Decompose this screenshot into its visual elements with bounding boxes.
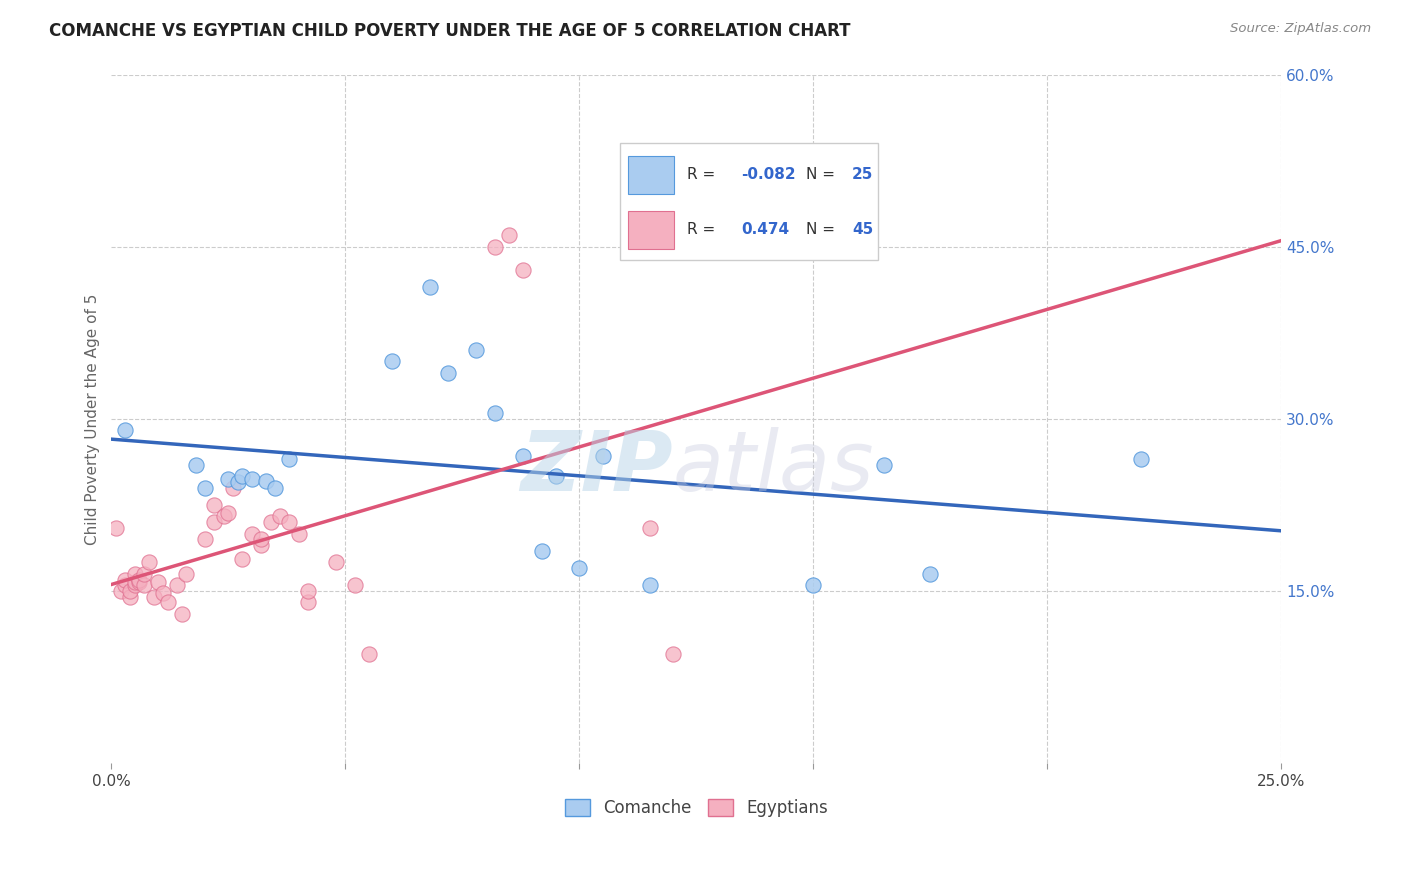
- Point: [287, 526, 309, 541]
- Point: [114, 573, 136, 587]
- Point: [419, 280, 441, 294]
- Point: [128, 574, 150, 589]
- Point: [662, 647, 685, 661]
- Point: [124, 574, 146, 589]
- Legend: Comanche, Egyptians: Comanche, Egyptians: [558, 792, 835, 823]
- Text: atlas: atlas: [673, 426, 875, 508]
- Point: [498, 228, 520, 243]
- Point: [212, 509, 235, 524]
- Point: [278, 452, 301, 467]
- Point: [437, 366, 460, 380]
- Point: [381, 354, 404, 368]
- Point: [240, 526, 263, 541]
- Point: [184, 458, 207, 472]
- Point: [156, 595, 179, 609]
- Point: [259, 515, 281, 529]
- Point: [128, 573, 150, 587]
- Point: [124, 578, 146, 592]
- Point: [872, 458, 894, 472]
- Point: [148, 574, 170, 589]
- Point: [278, 515, 301, 529]
- Point: [325, 555, 347, 569]
- Point: [138, 555, 160, 569]
- Point: [638, 578, 661, 592]
- Text: COMANCHE VS EGYPTIAN CHILD POVERTY UNDER THE AGE OF 5 CORRELATION CHART: COMANCHE VS EGYPTIAN CHILD POVERTY UNDER…: [49, 22, 851, 40]
- Point: [592, 449, 614, 463]
- Point: [512, 262, 534, 277]
- Point: [343, 578, 366, 592]
- Point: [120, 590, 142, 604]
- Y-axis label: Child Poverty Under the Age of 5: Child Poverty Under the Age of 5: [86, 293, 100, 544]
- Point: [484, 240, 506, 254]
- Point: [484, 406, 506, 420]
- Point: [194, 533, 217, 547]
- Point: [166, 578, 188, 592]
- Point: [231, 469, 253, 483]
- Point: [120, 584, 142, 599]
- Point: [920, 566, 942, 581]
- Point: [568, 561, 591, 575]
- Point: [269, 509, 291, 524]
- Point: [226, 475, 249, 489]
- Point: [1130, 452, 1153, 467]
- Point: [194, 481, 217, 495]
- Point: [142, 590, 165, 604]
- Point: [465, 343, 488, 357]
- Point: [202, 498, 225, 512]
- Point: [530, 543, 553, 558]
- Point: [134, 566, 156, 581]
- Point: [544, 469, 567, 483]
- Point: [297, 584, 319, 599]
- Point: [638, 521, 661, 535]
- Point: [110, 584, 132, 599]
- Point: [202, 515, 225, 529]
- Point: [254, 474, 277, 488]
- Point: [357, 647, 380, 661]
- Point: [240, 471, 263, 485]
- Text: Source: ZipAtlas.com: Source: ZipAtlas.com: [1230, 22, 1371, 36]
- Point: [114, 578, 136, 592]
- Point: [222, 481, 245, 495]
- Point: [264, 481, 287, 495]
- Point: [217, 471, 239, 485]
- Point: [217, 506, 239, 520]
- Point: [124, 566, 146, 581]
- Point: [105, 521, 128, 535]
- Text: ZIP: ZIP: [520, 426, 673, 508]
- Point: [170, 607, 193, 621]
- Point: [512, 449, 534, 463]
- Point: [231, 552, 253, 566]
- Point: [297, 595, 319, 609]
- Point: [152, 586, 174, 600]
- Point: [174, 566, 197, 581]
- Point: [134, 578, 156, 592]
- Point: [250, 538, 273, 552]
- Point: [114, 423, 136, 437]
- Point: [803, 578, 825, 592]
- Point: [250, 533, 273, 547]
